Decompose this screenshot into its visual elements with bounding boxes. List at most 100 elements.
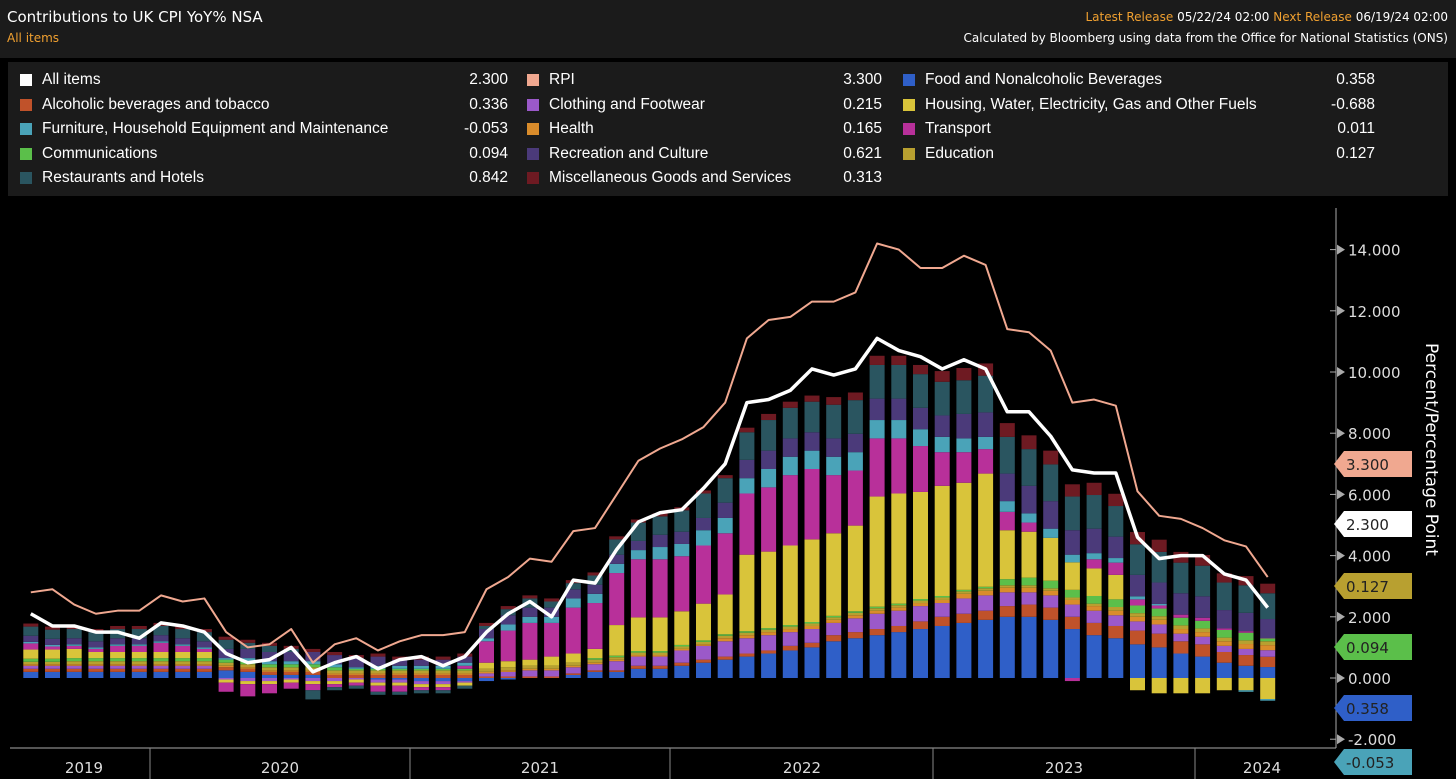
bar-segment bbox=[847, 525, 863, 612]
bar-segment bbox=[110, 658, 126, 662]
bar-segment bbox=[956, 452, 972, 483]
bar-segment bbox=[1216, 662, 1232, 678]
bar-segment bbox=[153, 664, 169, 666]
legend-swatch bbox=[20, 98, 32, 111]
legend-item[interactable]: All items 2.300 bbox=[20, 69, 508, 91]
bar-segment bbox=[956, 589, 972, 592]
bar-segment bbox=[696, 662, 711, 678]
bar-segment bbox=[1043, 528, 1059, 538]
bar-segment bbox=[1043, 501, 1059, 529]
bar-segment bbox=[479, 662, 494, 669]
legend-item[interactable]: Miscellaneous Goods and Services 0.313 bbox=[527, 167, 882, 189]
bar-segment bbox=[131, 658, 147, 662]
bar-segment bbox=[175, 651, 191, 659]
bar-segment bbox=[999, 423, 1015, 437]
bar-segment bbox=[1216, 582, 1232, 611]
bar-segment bbox=[544, 676, 560, 678]
legend-item[interactable]: Communications 0.094 bbox=[20, 143, 508, 165]
bar-segment bbox=[869, 608, 885, 611]
bar-segment bbox=[23, 649, 39, 659]
bar-segment bbox=[891, 625, 907, 633]
legend-item[interactable]: Transport 0.011 bbox=[903, 118, 1375, 140]
bar-segment bbox=[392, 670, 408, 674]
bar-segment bbox=[435, 684, 451, 688]
bar-segment bbox=[630, 550, 646, 560]
bar-segment bbox=[826, 404, 842, 439]
bar-segment bbox=[652, 665, 668, 669]
bar-segment bbox=[1130, 596, 1145, 600]
bar-segment bbox=[1216, 629, 1232, 638]
y-tick-arrow bbox=[1337, 673, 1345, 683]
bar-segment bbox=[630, 652, 646, 656]
legend-item[interactable]: Recreation and Culture 0.621 bbox=[527, 143, 882, 165]
bar-segment bbox=[262, 684, 277, 694]
bar-segment bbox=[739, 432, 755, 460]
bar-segment bbox=[696, 603, 711, 641]
bar-segment bbox=[218, 659, 234, 663]
bar-segment bbox=[218, 670, 234, 678]
bar-segment bbox=[196, 668, 212, 672]
bar-segment bbox=[348, 685, 364, 689]
bar-segment bbox=[66, 665, 82, 669]
bar-segment bbox=[913, 364, 928, 375]
bar-segment bbox=[522, 616, 538, 623]
legend-swatch bbox=[903, 98, 915, 111]
bar-segment bbox=[283, 667, 299, 671]
legend-item[interactable]: RPI 3.300 bbox=[527, 69, 882, 91]
bar-segment bbox=[652, 655, 668, 657]
bar-segment bbox=[1108, 506, 1124, 537]
bar-segment bbox=[1216, 637, 1232, 642]
bar-segment bbox=[348, 673, 364, 675]
bar-segment bbox=[218, 682, 234, 692]
bar-segment bbox=[45, 671, 60, 678]
legend-item[interactable]: Alcoholic beverages and tobacco 0.336 bbox=[20, 94, 508, 116]
bar-segment bbox=[283, 670, 299, 672]
bar-segment bbox=[1043, 595, 1059, 608]
bar-segment bbox=[934, 597, 950, 600]
bar-segment bbox=[305, 667, 321, 671]
bar-segment bbox=[674, 611, 690, 645]
bar-segment bbox=[934, 452, 950, 486]
header: Contributions to UK CPI YoY% NSA All ite… bbox=[0, 0, 1456, 58]
bar-segment bbox=[782, 650, 798, 678]
bar-segment bbox=[283, 679, 299, 683]
bar-segment bbox=[1173, 625, 1189, 630]
bar-segment bbox=[1108, 615, 1124, 626]
legend-item[interactable]: Furniture, Household Equipment and Maint… bbox=[20, 118, 508, 140]
bar-segment bbox=[869, 420, 885, 439]
bar-segment bbox=[218, 678, 234, 680]
bar-segment bbox=[674, 531, 690, 544]
bar-segment bbox=[544, 607, 560, 617]
bar-segment bbox=[348, 682, 364, 686]
legend-value: 0.127 bbox=[1336, 144, 1375, 162]
bar-segment bbox=[869, 496, 885, 607]
bar-segment bbox=[131, 644, 147, 646]
bar-segment bbox=[891, 603, 907, 606]
legend-item[interactable]: Health 0.165 bbox=[527, 118, 882, 140]
bar-segment bbox=[88, 658, 104, 662]
bar-segment bbox=[913, 429, 928, 447]
legend-item[interactable]: Housing, Water, Electricity, Gas and Oth… bbox=[903, 94, 1375, 116]
bar-segment bbox=[262, 667, 277, 671]
bar-segment bbox=[131, 625, 147, 630]
bar-segment bbox=[413, 690, 429, 694]
legend: All items 2.300 Alcoholic beverages and to… bbox=[8, 62, 1448, 196]
bar-segment bbox=[479, 641, 494, 663]
bar-segment bbox=[327, 667, 343, 671]
bar-segment bbox=[587, 671, 603, 678]
legend-item[interactable]: Restaurants and Hotels 0.842 bbox=[20, 167, 508, 189]
bar-segment bbox=[847, 632, 863, 639]
legend-label: All items bbox=[42, 71, 101, 88]
bar-segment bbox=[522, 665, 538, 669]
bar-segment bbox=[218, 636, 234, 640]
bar-segment bbox=[696, 645, 711, 660]
bar-segment bbox=[956, 598, 972, 614]
legend-item[interactable]: Clothing and Footwear 0.215 bbox=[527, 94, 882, 116]
x-year-label: 2023 bbox=[1045, 759, 1083, 777]
bar-segment bbox=[891, 355, 907, 365]
legend-item[interactable]: Food and Nonalcoholic Beverages 0.358 bbox=[903, 69, 1375, 91]
legend-label: Restaurants and Hotels bbox=[42, 169, 204, 187]
legend-swatch bbox=[20, 147, 32, 160]
legend-item[interactable]: Education 0.127 bbox=[903, 143, 1375, 165]
bar-segment bbox=[153, 661, 169, 665]
